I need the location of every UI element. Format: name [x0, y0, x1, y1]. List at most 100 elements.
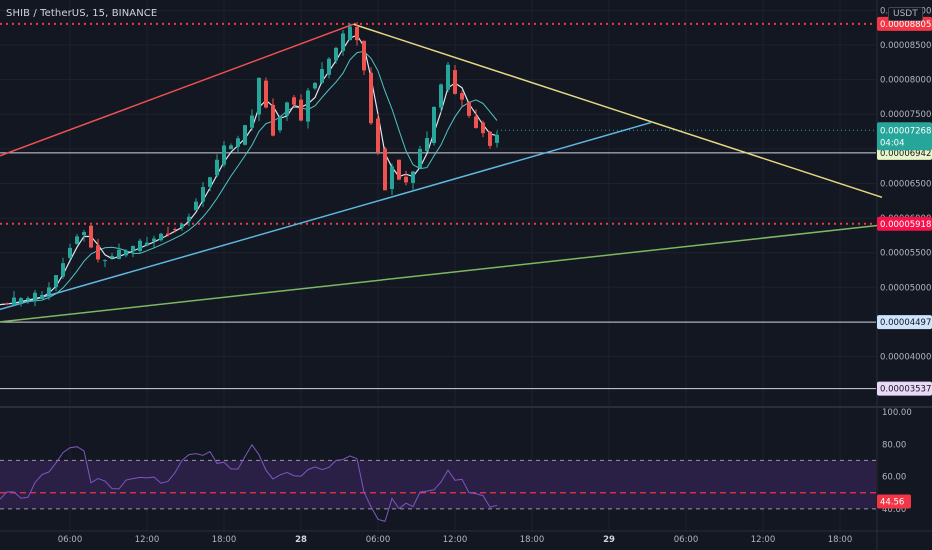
level-price-label: 0.00008805 [880, 20, 931, 30]
candle-body [271, 104, 275, 136]
candle-body [250, 115, 254, 128]
candle-body [194, 201, 198, 211]
price-tick-label: 0.00005000 [880, 283, 931, 293]
candle-body [215, 159, 219, 176]
price-labels: 0.00008805 0.00006942 0.00005918 0.00004497… [877, 16, 932, 509]
candle-body [446, 64, 450, 90]
candle-body [166, 233, 170, 236]
price-axis[interactable]: 0.000040000.000045000.000050000.00005500… [880, 6, 931, 514]
time-axis[interactable]: 06:00 12:00 18:00 28 06:00 12:00 18:00 29 06:00 1… [58, 535, 853, 545]
time-tick-label: 12:00 [751, 535, 776, 545]
candle-body [33, 292, 37, 301]
candle-body [152, 238, 156, 242]
candle-body [138, 240, 142, 252]
candle-body [96, 245, 100, 260]
rsi-line [0, 443, 498, 523]
candle-body [222, 145, 226, 165]
time-tick-label: 18:00 [520, 535, 545, 545]
candle-body [439, 84, 443, 108]
moving-average-fast [0, 34, 498, 306]
candle-body [467, 102, 471, 116]
candle-body [383, 148, 387, 191]
trend-lines[interactable] [0, 23, 883, 323]
candle-body [362, 40, 366, 71]
candle-body [299, 99, 303, 121]
candle-body [61, 263, 65, 277]
candle-body [40, 294, 44, 299]
candle-body [369, 72, 373, 124]
trend-line [0, 121, 652, 311]
candle-body [355, 26, 359, 41]
candle-body [208, 177, 212, 187]
candle-body [12, 297, 16, 305]
time-tick-label: 06:00 [58, 535, 83, 545]
trend-line [0, 23, 354, 157]
candle-body [411, 171, 415, 183]
last-price-label: 0.00007268 [880, 126, 931, 136]
candle-body [124, 250, 128, 256]
candle-body [117, 249, 121, 259]
trend-line [0, 224, 883, 323]
candle-body [306, 90, 310, 122]
candle-body [47, 287, 51, 295]
time-tick-label: 28 [295, 535, 307, 545]
candle-body [201, 187, 205, 202]
price-tick-label: 0.00008500 [880, 41, 931, 51]
rsi-current-label: 44.56 [880, 497, 904, 507]
candle-body [327, 58, 331, 75]
candle-body [278, 116, 282, 131]
candle-body [460, 93, 464, 100]
candle-body [341, 33, 345, 51]
candle-body [26, 298, 30, 301]
candle-body [481, 122, 485, 134]
candle-body [173, 228, 177, 230]
level-price-label: 0.00003537 [880, 385, 931, 395]
candle-body [264, 80, 268, 108]
candle-body [103, 260, 107, 262]
bar-countdown-label: 04:04 [880, 138, 905, 148]
candle-body [131, 245, 135, 252]
candle-body [390, 166, 394, 190]
price-tick-label: 0.00006500 [880, 179, 931, 189]
level-price-label: 0.00006942 [880, 149, 931, 159]
symbol-title: SHIB / TetherUS, 15, BINANCE [6, 8, 158, 19]
moving-average-slow [0, 50, 498, 306]
candle-body [145, 242, 149, 246]
candle-body [397, 159, 401, 180]
rsi-tick-label: 100.00 [882, 408, 912, 418]
level-price-label-bg [877, 315, 932, 330]
candle-body [432, 106, 436, 144]
trend-line [353, 23, 883, 199]
candle-body [453, 70, 457, 94]
time-tick-label: 06:00 [366, 535, 391, 545]
last-price-label-bg [877, 122, 932, 151]
horizontal-levels[interactable] [0, 22, 876, 390]
price-tick-label: 0.00008000 [880, 76, 931, 86]
candle-body [257, 77, 261, 115]
candle-body [89, 225, 93, 248]
time-tick-label: 12:00 [135, 535, 160, 545]
candle-body [229, 145, 233, 150]
candle-body [82, 232, 86, 236]
candle-body [54, 275, 58, 288]
rsi-tick-label: 60.00 [882, 473, 906, 483]
candle-body [75, 236, 79, 245]
candle-body [313, 82, 317, 89]
currency-badge[interactable]: USDT [888, 7, 923, 21]
candle-body [292, 97, 296, 105]
candle-body [425, 138, 429, 152]
candle-body [404, 176, 408, 183]
rsi-current-label-bg [877, 494, 911, 509]
candle-body [236, 138, 240, 147]
candle-body [474, 116, 478, 129]
candle-body [376, 118, 380, 153]
candlesticks [5, 22, 499, 307]
candle-body [488, 131, 492, 146]
level-price-label-bg [877, 381, 932, 396]
candle-body [320, 69, 324, 83]
candle-body [19, 298, 23, 304]
rsi-tick-label: 80.00 [882, 440, 906, 450]
candle-body [187, 216, 191, 222]
time-tick-label: 18:00 [212, 535, 237, 545]
